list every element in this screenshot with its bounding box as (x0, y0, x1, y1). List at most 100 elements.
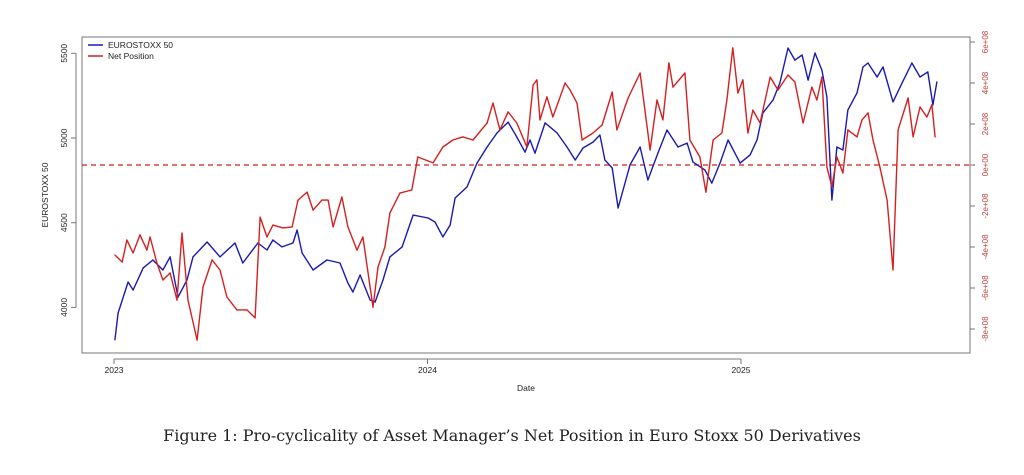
data-point (114, 254, 116, 256)
data-point (552, 116, 554, 118)
data-point (539, 119, 541, 121)
data-point (486, 146, 488, 148)
data-point (599, 134, 601, 136)
data-point (142, 267, 144, 269)
data-point (312, 209, 314, 211)
data-point (601, 124, 603, 126)
data-point (259, 216, 261, 218)
data-point (705, 191, 707, 193)
figure-caption: Figure 1: Pro-cyclicality of Asset Manag… (163, 426, 861, 445)
data-point (401, 246, 403, 248)
data-point (611, 91, 613, 93)
data-point (152, 259, 154, 261)
data-point (821, 76, 823, 78)
data-point (374, 301, 376, 303)
data-point (856, 136, 858, 138)
data-point (927, 71, 929, 73)
data-point (202, 286, 204, 288)
data-point (802, 122, 804, 124)
data-point (556, 132, 558, 134)
data-point (879, 166, 881, 168)
data-point (699, 156, 701, 158)
data-point (117, 312, 119, 314)
y-right-tick-label: 2e+08 (981, 112, 990, 135)
data-point (747, 132, 749, 134)
data-point (737, 92, 739, 94)
data-point (867, 112, 869, 114)
data-point (442, 146, 444, 148)
data-point (787, 74, 789, 76)
data-point (496, 132, 498, 134)
data-point (826, 166, 828, 168)
data-point (526, 146, 528, 148)
data-point (242, 262, 244, 264)
data-point (847, 129, 849, 131)
data-point (727, 139, 729, 141)
y-right-tick-label: -2e+08 (981, 193, 990, 219)
data-point (272, 239, 274, 241)
data-point (359, 274, 361, 276)
data-point (689, 139, 691, 141)
y-right-tick-label: -6e+08 (981, 275, 990, 301)
data-point (684, 72, 686, 74)
series-line (114, 47, 936, 341)
data-point (126, 239, 128, 241)
data-point (327, 199, 329, 201)
data-point (934, 136, 936, 138)
data-point (872, 139, 874, 141)
data-point (454, 197, 456, 199)
data-point (292, 242, 294, 244)
data-point (649, 149, 651, 151)
data-point (582, 147, 584, 149)
data-point (219, 256, 221, 258)
data-point (592, 141, 594, 143)
y-right-tick-label: -8e+08 (981, 316, 990, 342)
data-point (544, 122, 546, 124)
data-point (617, 207, 619, 209)
data-point (281, 246, 283, 248)
data-point (897, 129, 899, 131)
data-point (861, 119, 863, 121)
data-point (192, 256, 194, 258)
data-point (169, 256, 171, 258)
y-right-tick-label: -4e+08 (981, 234, 990, 260)
data-point (712, 139, 714, 141)
data-point (639, 72, 641, 74)
data-point (266, 249, 268, 251)
data-point (412, 214, 414, 216)
data-point (831, 199, 833, 201)
data-point (372, 306, 374, 308)
data-point (811, 86, 813, 88)
legend: EUROSTOXX 50 Net Position (88, 40, 173, 61)
data-point (196, 339, 198, 341)
data-point (911, 62, 913, 64)
data-point (777, 89, 779, 91)
data-point (787, 47, 789, 49)
data-point (206, 241, 208, 243)
data-point (132, 289, 134, 291)
data-point (759, 122, 761, 124)
data-point (926, 116, 928, 118)
data-point (377, 266, 379, 268)
x-tick-label: 2024 (418, 365, 437, 375)
data-point (312, 269, 314, 271)
data-point (432, 162, 434, 164)
data-point (627, 97, 629, 99)
data-point (672, 86, 674, 88)
data-point (886, 199, 888, 201)
data-point (639, 146, 641, 148)
data-point (507, 121, 509, 123)
data-point (146, 249, 148, 251)
data-point (656, 99, 658, 101)
data-point (876, 76, 878, 78)
data-point (892, 101, 894, 103)
data-point (576, 102, 578, 104)
data-point (476, 162, 478, 164)
data-point (246, 309, 248, 311)
data-point (486, 122, 488, 124)
data-point (936, 81, 938, 83)
data-point (704, 169, 706, 171)
data-point (326, 259, 328, 261)
data-point (362, 236, 364, 238)
data-point (732, 47, 734, 49)
